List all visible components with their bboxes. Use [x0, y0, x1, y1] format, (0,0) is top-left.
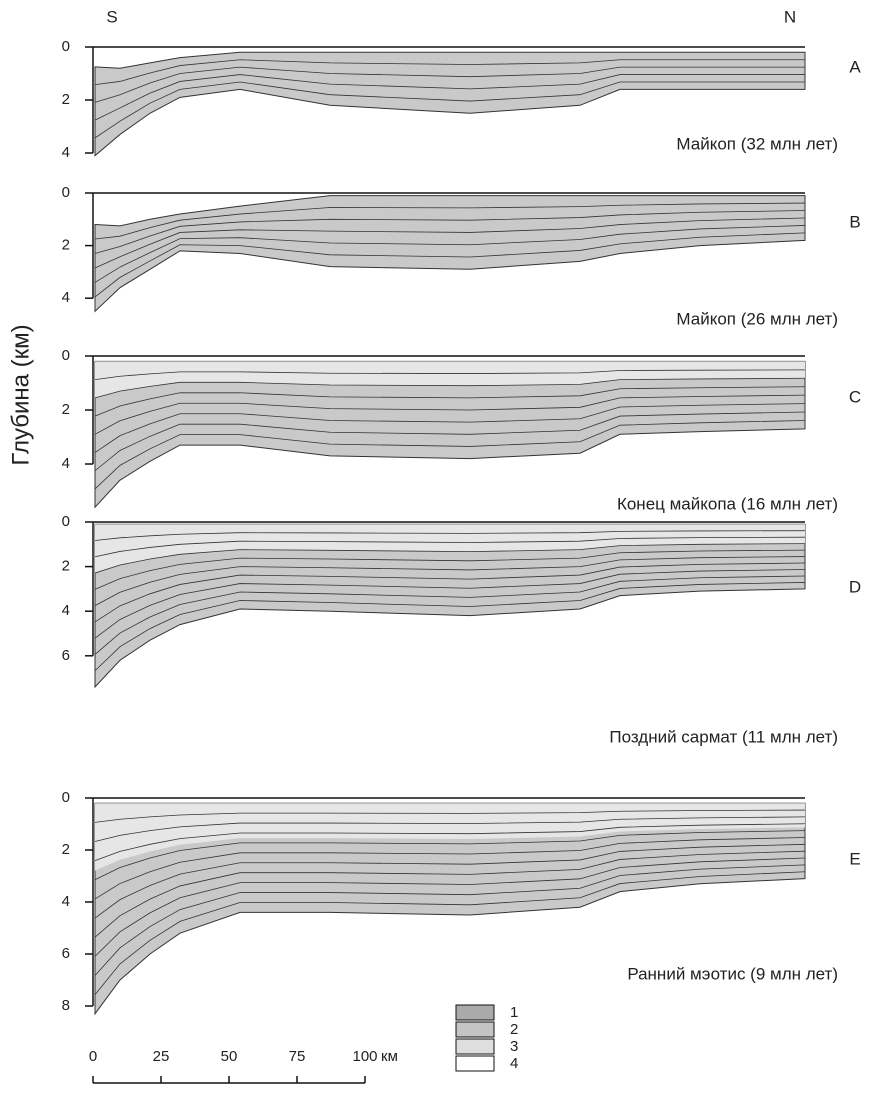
strata-line — [94, 823, 806, 862]
tick-label: 4 — [62, 602, 70, 619]
scale-label: 0 — [89, 1048, 97, 1065]
strata-line — [94, 210, 806, 254]
strata-line — [94, 809, 806, 823]
panel-caption: Поздний сармат (11 млн лет) — [609, 727, 838, 746]
panel-letter: E — [849, 849, 860, 868]
strata-line — [94, 394, 806, 435]
south-label: S — [106, 7, 117, 26]
strata-line — [94, 871, 806, 995]
panel-caption: Майкоп (32 млн лет) — [676, 134, 838, 153]
strata-line — [94, 556, 806, 606]
section-fill — [94, 195, 806, 313]
tick-label: 0 — [62, 513, 70, 530]
tick-label: 4 — [62, 893, 70, 910]
strata-line — [94, 377, 806, 399]
tick-label: 0 — [62, 789, 70, 806]
strata-line — [94, 864, 806, 976]
tick-label: 2 — [62, 91, 70, 108]
strata-line — [94, 569, 806, 639]
strata-line — [94, 843, 806, 919]
strata-line — [94, 582, 806, 672]
strata-line — [94, 536, 806, 558]
strata-line — [94, 66, 805, 103]
strata-line — [94, 530, 806, 541]
strata-line — [94, 232, 806, 298]
tick-label: 0 — [62, 184, 70, 201]
tick-label: 0 — [62, 38, 70, 55]
section-upper — [95, 524, 805, 574]
tick-label: 8 — [62, 997, 70, 1014]
tick-label: 6 — [62, 647, 70, 664]
panel-caption: Майкоп (26 млн лет) — [676, 309, 838, 328]
strata-line — [94, 830, 806, 881]
legend-label: 3 — [510, 1038, 518, 1055]
legend-swatch — [455, 1021, 495, 1038]
strata-line — [94, 562, 806, 623]
strata-line — [94, 420, 806, 490]
strata-line — [94, 850, 806, 938]
strata-line — [94, 816, 806, 842]
strata-line — [94, 59, 805, 86]
section-upper — [95, 803, 805, 871]
panel-letter: C — [849, 387, 861, 406]
panel-letter: D — [849, 577, 861, 596]
strata-line — [94, 202, 806, 240]
scale-unit: км — [381, 1048, 398, 1065]
strata-line — [94, 549, 806, 590]
panel-letter: A — [849, 57, 861, 76]
panel-caption: Ранний мэотис (9 млн лет) — [627, 964, 838, 983]
tick-label: 2 — [62, 841, 70, 858]
tick-label: 2 — [62, 237, 70, 254]
legend-label: 2 — [510, 1021, 518, 1038]
strata-line — [94, 543, 806, 574]
strata-line — [94, 403, 806, 453]
tick-label: 2 — [62, 558, 70, 575]
panel-caption: Конец майкопа (16 млн лет) — [617, 494, 838, 513]
strata-line — [94, 386, 806, 417]
strata-line — [94, 857, 806, 957]
legend-swatch — [455, 1038, 495, 1055]
tick-label: 6 — [62, 945, 70, 962]
strata-line — [94, 837, 806, 900]
north-label: N — [784, 7, 796, 26]
scale-label: 25 — [153, 1048, 170, 1065]
scale-label: 50 — [221, 1048, 238, 1065]
strata-line — [94, 225, 806, 283]
strata-line — [94, 217, 806, 269]
scale-label: 75 — [289, 1048, 306, 1065]
tick-label: 0 — [62, 347, 70, 364]
legend-swatch — [455, 1055, 495, 1072]
legend-swatch — [455, 1004, 495, 1021]
tick-label: 4 — [62, 144, 70, 161]
tick-label: 4 — [62, 455, 70, 472]
tick-label: 2 — [62, 401, 70, 418]
strata-line — [94, 575, 806, 655]
scale-label: 100 — [352, 1048, 377, 1065]
strata-line — [94, 369, 806, 381]
legend-label: 4 — [510, 1055, 518, 1072]
tick-label: 4 — [62, 289, 70, 306]
strata-line — [94, 74, 805, 121]
strata-line — [94, 411, 806, 472]
y-axis-title: Глубина (км) — [7, 324, 34, 465]
strata-line — [94, 81, 805, 139]
legend-label: 1 — [510, 1004, 518, 1021]
panel-letter: B — [849, 212, 860, 231]
